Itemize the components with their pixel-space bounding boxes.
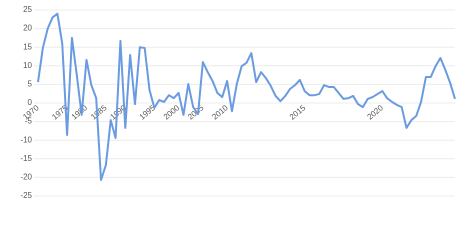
y-tick-label: 5 xyxy=(28,80,33,89)
x-tick-label: 2000 xyxy=(162,103,182,122)
y-tick-label: -10 xyxy=(20,135,32,144)
y-tick-label: 20 xyxy=(23,24,32,33)
y-tick-label: 0 xyxy=(28,98,33,107)
y-tick-label: -25 xyxy=(20,191,32,200)
y-tick-label: 10 xyxy=(23,61,32,70)
y-tick-label: -5 xyxy=(25,117,33,126)
y-tick-label: -20 xyxy=(20,173,32,182)
x-tick-label: 2010 xyxy=(210,103,230,122)
y-tick-label: -15 xyxy=(20,154,32,163)
y-tick-label: 25 xyxy=(23,5,32,14)
x-tick-label: 2020 xyxy=(365,103,385,122)
x-tick-label: 1985 xyxy=(89,103,109,122)
x-tick-label: 2015 xyxy=(288,103,308,122)
y-tick-label: 15 xyxy=(23,42,32,51)
data-line xyxy=(37,12,456,181)
